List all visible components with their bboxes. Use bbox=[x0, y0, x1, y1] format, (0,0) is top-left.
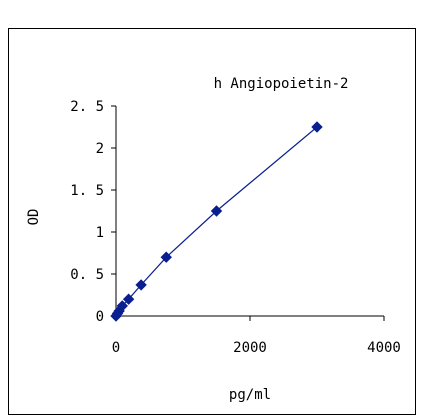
y-tick-label: 0. 5 bbox=[70, 267, 104, 283]
chart-title: h Angiopoietin-2 bbox=[214, 76, 349, 92]
data-point bbox=[210, 205, 223, 217]
y-axis-ticks: 0 0. 5 1 1. 5 2 2. 5 bbox=[70, 99, 116, 325]
x-axis-ticks: 0 2000 4000 bbox=[112, 316, 401, 356]
data-point bbox=[160, 251, 172, 263]
x-tick-label: 0 bbox=[112, 340, 120, 356]
data-points bbox=[110, 121, 323, 322]
data-point bbox=[311, 121, 323, 133]
y-axis-label: OD bbox=[26, 209, 42, 226]
x-tick-label: 4000 bbox=[367, 340, 401, 356]
x-tick-label: 2000 bbox=[233, 340, 267, 356]
y-tick-label: 0 bbox=[96, 309, 104, 325]
chart-frame bbox=[8, 28, 416, 415]
y-tick-label: 2 bbox=[96, 141, 104, 157]
y-tick-label: 1. 5 bbox=[70, 183, 104, 199]
data-point bbox=[116, 300, 129, 312]
y-tick-label: 1 bbox=[96, 225, 104, 241]
x-axis-label: pg/ml bbox=[229, 387, 271, 403]
fit-line bbox=[115, 126, 318, 317]
data-point bbox=[135, 279, 147, 291]
data-point bbox=[122, 293, 135, 305]
y-tick-label: 2. 5 bbox=[70, 99, 104, 115]
